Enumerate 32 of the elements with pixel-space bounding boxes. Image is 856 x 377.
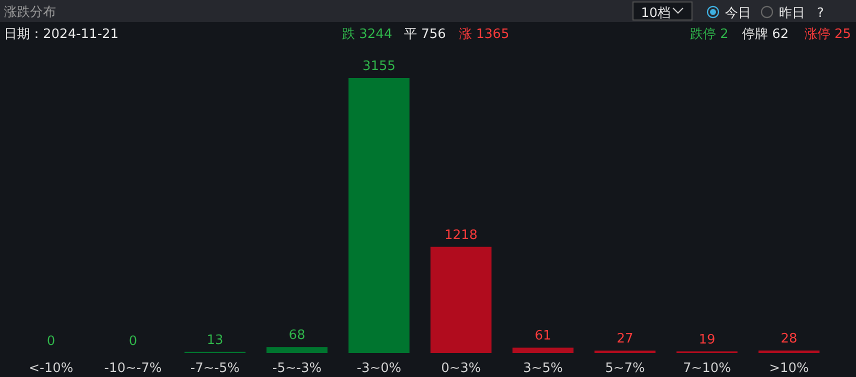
text: 涨停 25	[804, 27, 851, 42]
data-label: 68	[288, 328, 306, 344]
text: 跌停 2	[690, 27, 728, 42]
data-label: 28	[780, 332, 798, 347]
text: 跌 3244	[342, 27, 392, 42]
x-tick-label: -3~0%	[356, 361, 402, 376]
text: 平 756	[404, 27, 446, 42]
data-label: 0	[46, 334, 56, 349]
text: 涨 1365	[459, 27, 510, 42]
data-label: 13	[206, 332, 224, 348]
text: 停牌 62	[742, 27, 789, 42]
data-label: 27	[616, 332, 634, 347]
dropdown: 10档	[632, 2, 692, 21]
radio: 今日	[706, 6, 751, 21]
x-tick-label: -5~-3%	[272, 361, 322, 376]
x-tick-label: <-10%	[28, 361, 74, 376]
data-label: 61	[534, 328, 552, 344]
data-label: 19	[698, 332, 716, 348]
x-tick-label: 0~3%	[441, 361, 481, 376]
x-tick-label: 3~5%	[523, 361, 563, 376]
radio: 昨日	[760, 6, 805, 21]
data-label: 1218	[444, 228, 478, 243]
text: ?	[817, 6, 824, 21]
x-tick-label: 7~10%	[682, 361, 732, 376]
data-label: 0	[128, 334, 138, 349]
data-label: 3155	[362, 59, 396, 74]
title: 涨跌分布	[4, 5, 56, 20]
x-tick-label: -10~-7%	[104, 361, 162, 376]
x-tick-label: -7~-5%	[190, 361, 240, 376]
text: 日期：2024-11-21	[4, 27, 119, 42]
x-tick-label: >10%	[769, 361, 809, 376]
x-tick-label: 5~7%	[605, 361, 645, 376]
